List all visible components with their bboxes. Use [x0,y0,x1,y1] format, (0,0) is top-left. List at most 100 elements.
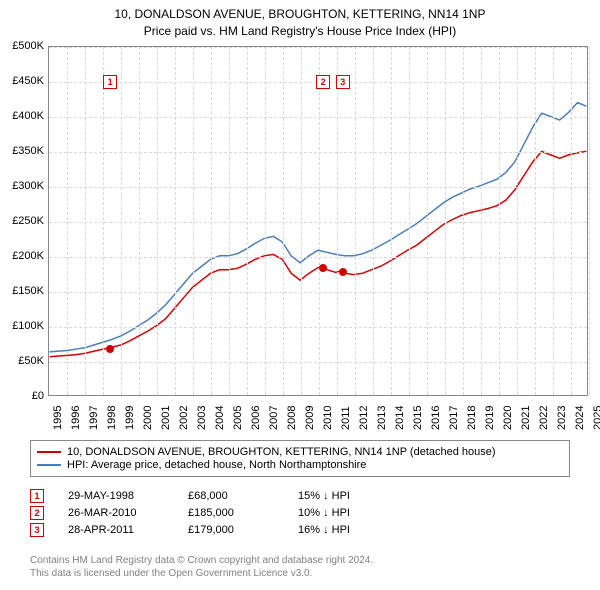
chart-container: 10, DONALDSON AVENUE, BROUGHTON, KETTERI… [0,0,600,590]
x-tick-label: 2012 [358,406,370,430]
y-tick-label: £400K [2,110,44,122]
x-gridline [517,47,518,395]
marker-dot [339,268,347,276]
footer-line-1: Contains HM Land Registry data © Crown c… [30,554,570,567]
x-gridline [157,47,158,395]
x-gridline [247,47,248,395]
series-line-property [50,151,587,356]
y-gridline [49,362,587,363]
event-number-box: 1 [30,489,44,503]
x-gridline [589,47,590,395]
x-gridline [553,47,554,395]
events-table: 129-MAY-1998£68,00015% ↓ HPI226-MAR-2010… [30,486,570,540]
x-tick-label: 2013 [376,406,388,430]
y-gridline [49,47,587,48]
event-delta: 10% ↓ HPI [298,507,408,519]
y-tick-label: £300K [2,180,44,192]
legend-label: 10, DONALDSON AVENUE, BROUGHTON, KETTERI… [67,446,496,458]
y-gridline [49,327,587,328]
title-block: 10, DONALDSON AVENUE, BROUGHTON, KETTERI… [0,0,600,40]
x-gridline [301,47,302,395]
event-price: £179,000 [188,524,298,536]
x-gridline [427,47,428,395]
event-price: £68,000 [188,490,298,502]
x-gridline [355,47,356,395]
y-gridline [49,292,587,293]
y-tick-label: £0 [2,390,44,402]
x-gridline [85,47,86,395]
y-gridline [49,187,587,188]
x-gridline [445,47,446,395]
y-tick-label: £50K [2,355,44,367]
x-tick-label: 2011 [340,406,352,430]
x-tick-label: 2021 [520,406,532,430]
event-row: 3 28-APR-2011£179,00016% ↓ HPI [30,523,570,537]
legend-swatch [37,451,61,453]
x-gridline [67,47,68,395]
x-tick-label: 2009 [304,406,316,430]
legend-row: HPI: Average price, detached house, Nort… [37,459,563,471]
x-tick-label: 2024 [574,406,586,430]
x-tick-label: 1996 [70,406,82,430]
x-tick-label: 2008 [286,406,298,430]
x-tick-label: 2006 [250,406,262,430]
title-line-1: 10, DONALDSON AVENUE, BROUGHTON, KETTERI… [0,6,600,23]
x-tick-label: 1995 [52,406,64,430]
y-gridline [49,152,587,153]
y-gridline [49,257,587,258]
y-gridline [49,117,587,118]
x-tick-label: 2015 [412,406,424,430]
footer-line-2: This data is licensed under the Open Gov… [30,567,570,580]
x-tick-label: 2010 [322,406,334,430]
x-gridline [463,47,464,395]
x-tick-label: 2014 [394,406,406,430]
x-tick-label: 2017 [448,406,460,430]
event-date: 28-APR-2011 [68,524,188,536]
x-gridline [229,47,230,395]
x-tick-label: 2000 [142,406,154,430]
x-tick-label: 2001 [160,406,172,430]
y-tick-label: £250K [2,215,44,227]
event-row: 2 26-MAR-2010£185,00010% ↓ HPI [30,506,570,520]
x-tick-label: 2020 [502,406,514,430]
footer: Contains HM Land Registry data © Crown c… [30,554,570,580]
series-line-hpi [50,103,587,352]
event-price: £185,000 [188,507,298,519]
event-date: 29-MAY-1998 [68,490,188,502]
marker-box: 3 [336,75,350,89]
legend-row: 10, DONALDSON AVENUE, BROUGHTON, KETTERI… [37,446,563,458]
x-gridline [391,47,392,395]
y-gridline [49,222,587,223]
marker-dot [106,345,114,353]
x-tick-label: 2007 [268,406,280,430]
x-gridline [103,47,104,395]
event-number-box: 3 [30,523,44,537]
x-gridline [283,47,284,395]
chart-lines-svg [49,47,587,395]
x-gridline [409,47,410,395]
y-tick-label: £450K [2,75,44,87]
x-tick-label: 2022 [538,406,550,430]
event-date: 26-MAR-2010 [68,507,188,519]
x-tick-label: 2003 [196,406,208,430]
x-gridline [319,47,320,395]
x-gridline [121,47,122,395]
x-gridline [193,47,194,395]
event-row: 129-MAY-1998£68,00015% ↓ HPI [30,489,570,503]
event-number-box: 2 [30,506,44,520]
x-gridline [265,47,266,395]
marker-dot [319,264,327,272]
y-tick-label: £500K [2,40,44,52]
title-line-2: Price paid vs. HM Land Registry's House … [0,23,600,40]
x-gridline [373,47,374,395]
x-gridline [211,47,212,395]
x-tick-label: 1999 [124,406,136,430]
y-tick-label: £350K [2,145,44,157]
x-gridline [571,47,572,395]
x-tick-label: 1997 [88,406,100,430]
x-tick-label: 2019 [484,406,496,430]
x-tick-label: 2004 [214,406,226,430]
x-tick-label: 2023 [556,406,568,430]
event-delta: 16% ↓ HPI [298,524,408,536]
x-tick-label: 1998 [106,406,118,430]
